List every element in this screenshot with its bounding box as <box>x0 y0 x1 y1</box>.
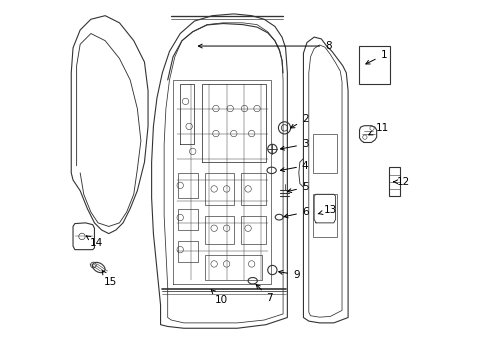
Text: 6: 6 <box>284 207 308 218</box>
Text: 12: 12 <box>393 177 409 187</box>
Text: 8: 8 <box>198 41 331 51</box>
Text: 5: 5 <box>287 182 308 193</box>
Text: 1: 1 <box>365 50 386 64</box>
Text: 11: 11 <box>368 123 388 135</box>
Text: 7: 7 <box>256 284 272 303</box>
Text: 15: 15 <box>102 271 117 287</box>
Text: 13: 13 <box>318 205 336 215</box>
Text: 10: 10 <box>211 289 227 305</box>
Text: 14: 14 <box>86 236 102 248</box>
Text: 2: 2 <box>290 114 308 128</box>
Text: 3: 3 <box>280 139 308 150</box>
Text: 4: 4 <box>280 161 308 172</box>
Text: 9: 9 <box>278 270 299 280</box>
